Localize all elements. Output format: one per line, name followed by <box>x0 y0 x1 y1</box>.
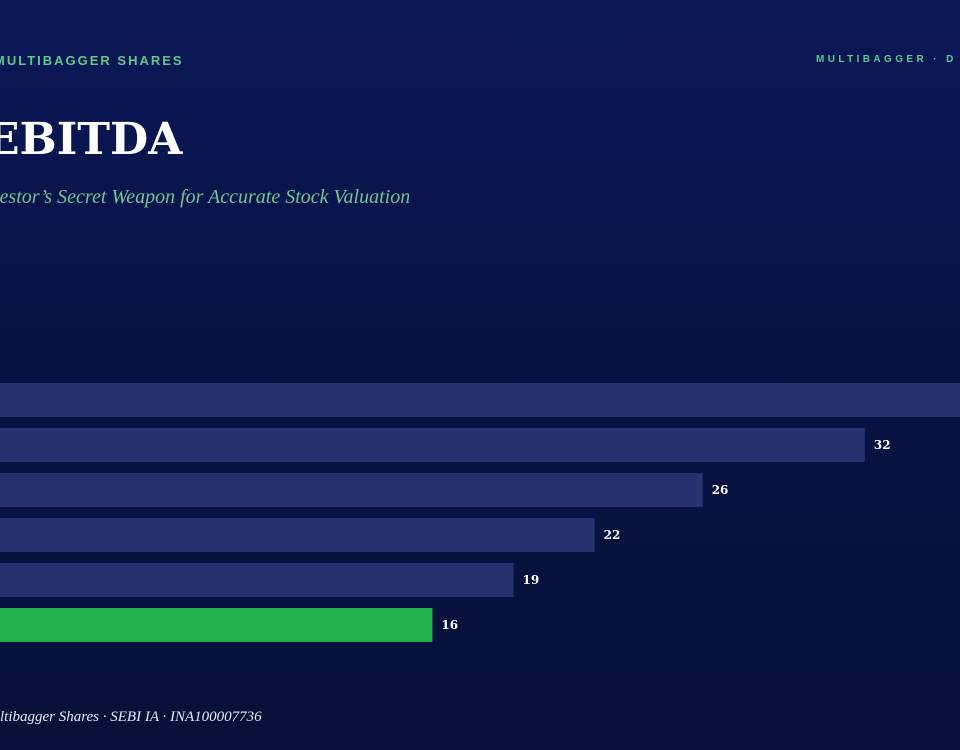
bar <box>0 428 865 462</box>
bar-value-label: 26 <box>712 483 729 497</box>
bar-highlight <box>0 608 433 642</box>
bar-value-label: 32 <box>874 438 891 452</box>
brand-left: MULTIBAGGER SHARES <box>0 53 184 68</box>
bar-value-label: 19 <box>523 573 540 587</box>
bar-chart: 32 26 22 19 16 <box>0 383 960 642</box>
bar-value-label: 16 <box>441 618 458 632</box>
page-title: EBITDA <box>0 114 183 165</box>
bar <box>0 383 960 417</box>
bar <box>0 518 595 552</box>
brand-right: MULTIBAGGER · D <box>816 54 957 65</box>
bar <box>0 473 703 507</box>
bar-value-label: 22 <box>604 528 621 542</box>
footer-disclaimer: Multibagger Shares · SEBI IA · INA100007… <box>0 709 262 725</box>
page-subtitle: Investor’s Secret Weapon for Accurate St… <box>0 186 411 208</box>
bar <box>0 563 514 597</box>
